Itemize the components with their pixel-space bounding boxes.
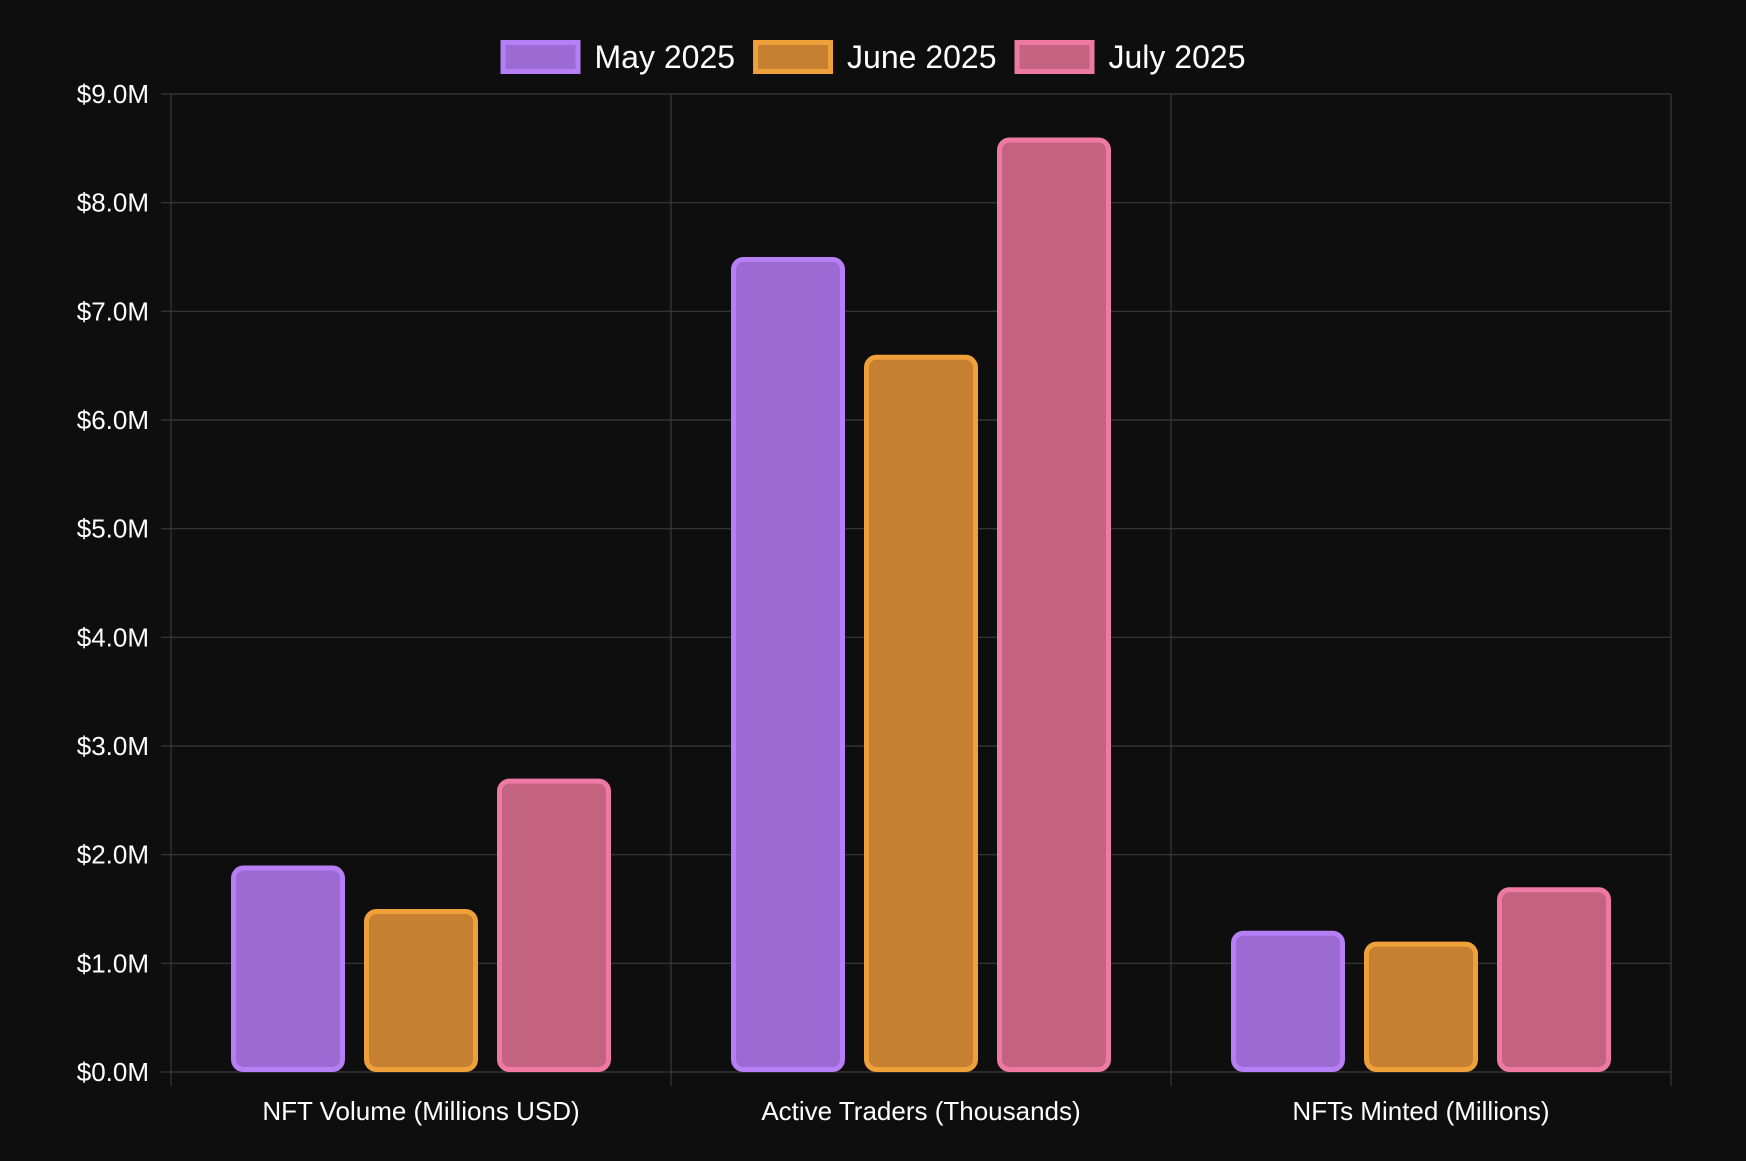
legend-swatch — [753, 40, 834, 74]
legend-label: May 2025 — [595, 39, 736, 75]
legend-swatch — [1014, 40, 1095, 74]
legend-swatch — [500, 40, 581, 74]
legend-label: July 2025 — [1109, 39, 1246, 75]
x-tick-label: Active Traders (Thousands) — [761, 1096, 1080, 1126]
legend-item[interactable]: May 2025 — [500, 39, 736, 75]
y-tick-label: $9.0M — [77, 79, 149, 109]
y-tick-label: $3.0M — [77, 731, 149, 761]
bar — [231, 865, 345, 1072]
y-tick-label: $2.0M — [77, 840, 149, 870]
legend-item[interactable]: June 2025 — [753, 39, 997, 75]
y-tick-label: $0.0M — [77, 1057, 149, 1087]
legend-label: June 2025 — [847, 39, 996, 75]
legend-item[interactable]: July 2025 — [1014, 39, 1246, 75]
y-tick-label: $6.0M — [77, 405, 149, 435]
bar — [731, 257, 845, 1072]
bar — [1364, 941, 1478, 1072]
bar — [864, 354, 978, 1072]
bar — [497, 778, 611, 1072]
x-tick-label: NFTs Minted (Millions) — [1292, 1096, 1549, 1126]
y-tick-label: $7.0M — [77, 296, 149, 326]
x-axis-tick-labels: NFT Volume (Millions USD) Active Traders … — [262, 1096, 1549, 1126]
bar — [1497, 887, 1611, 1072]
y-tick-label: $8.0M — [77, 188, 149, 218]
y-tick-label: $1.0M — [77, 948, 149, 978]
bar — [1231, 930, 1345, 1072]
y-axis-tick-labels: $0.0M $1.0M $2.0M $3.0M $4.0M $5.0M $6.0M $7.0M… — [77, 79, 149, 1087]
bar — [997, 137, 1111, 1072]
bar — [364, 909, 478, 1072]
y-tick-label: $5.0M — [77, 514, 149, 544]
legend[interactable]: May 2025 June 2025 July 2025 — [500, 39, 1246, 75]
y-tick-label: $4.0M — [77, 622, 149, 652]
x-tick-label: NFT Volume (Millions USD) — [262, 1096, 579, 1126]
bars — [231, 137, 1611, 1072]
